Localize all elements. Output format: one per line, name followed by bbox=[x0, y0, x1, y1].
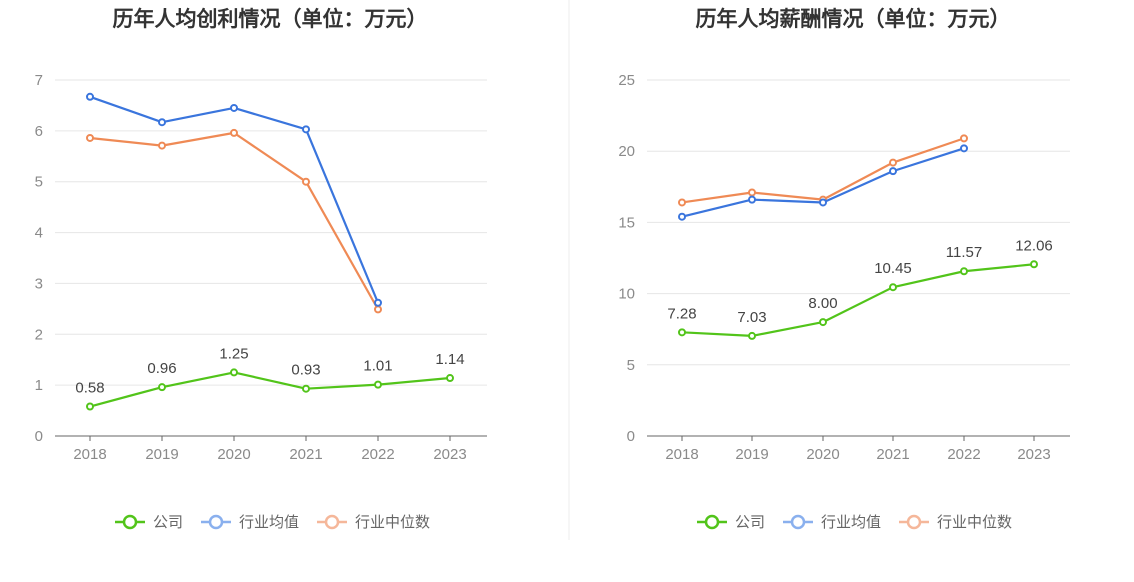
x-tick-label: 2019 bbox=[735, 446, 768, 463]
data-point[interactable] bbox=[302, 177, 310, 186]
data-label: 8.00 bbox=[808, 295, 837, 312]
data-label: 7.28 bbox=[667, 305, 696, 322]
data-point[interactable] bbox=[678, 198, 686, 207]
x-tick-label: 2022 bbox=[361, 446, 394, 463]
x-tick-label: 2018 bbox=[73, 446, 106, 463]
data-point[interactable] bbox=[158, 141, 166, 150]
legend-label: 公司 bbox=[153, 514, 183, 531]
x-tick-label: 2022 bbox=[947, 446, 980, 463]
data-label: 0.58 bbox=[75, 380, 104, 397]
x-tick-label: 2021 bbox=[876, 446, 909, 463]
y-tick-label: 5 bbox=[35, 174, 43, 191]
x-tick-label: 2020 bbox=[806, 446, 839, 463]
data-point[interactable] bbox=[748, 331, 756, 340]
legend-item-1[interactable]: 公司 bbox=[115, 514, 183, 531]
y-tick-label: 0 bbox=[627, 428, 635, 445]
legend-label: 行业中位数 bbox=[355, 514, 430, 531]
data-point[interactable] bbox=[158, 118, 166, 127]
y-tick-label: 25 bbox=[618, 72, 635, 89]
y-tick-label: 0 bbox=[35, 428, 43, 445]
chart-title: 历年人均创利情况（单位：万元） bbox=[113, 7, 428, 31]
data-point[interactable] bbox=[889, 283, 897, 292]
data-point[interactable] bbox=[86, 92, 94, 101]
legend-item-2[interactable]: 行业均值 bbox=[783, 514, 881, 531]
y-tick-label: 15 bbox=[618, 214, 635, 231]
series-line-1 bbox=[89, 371, 451, 408]
data-label: 10.45 bbox=[874, 260, 912, 277]
data-point[interactable] bbox=[960, 134, 968, 143]
data-label: 7.03 bbox=[737, 309, 766, 326]
legend-marker-icon bbox=[122, 514, 138, 530]
data-label: 12.06 bbox=[1015, 237, 1053, 254]
x-tick-label: 2021 bbox=[289, 446, 322, 463]
legend-marker-icon bbox=[906, 514, 922, 530]
y-tick-label: 2 bbox=[35, 326, 43, 343]
series-line-2 bbox=[89, 95, 380, 304]
y-tick-label: 3 bbox=[35, 275, 43, 292]
legend-marker-icon bbox=[324, 514, 340, 530]
data-point[interactable] bbox=[960, 267, 968, 276]
x-tick-label: 2018 bbox=[665, 446, 698, 463]
data-point[interactable] bbox=[678, 328, 686, 337]
data-point[interactable] bbox=[889, 167, 897, 176]
y-tick-label: 10 bbox=[618, 286, 635, 303]
data-point[interactable] bbox=[158, 383, 166, 392]
data-point[interactable] bbox=[1030, 260, 1038, 269]
data-label: 1.14 bbox=[435, 351, 464, 368]
chart-title: 历年人均薪酬情况（单位：万元） bbox=[696, 7, 1011, 31]
data-point[interactable] bbox=[230, 103, 238, 112]
y-tick-label: 1 bbox=[35, 377, 43, 394]
data-point[interactable] bbox=[302, 125, 310, 134]
legend-item-2[interactable]: 行业均值 bbox=[201, 514, 299, 531]
x-tick-label: 2020 bbox=[217, 446, 250, 463]
legend-item-1[interactable]: 公司 bbox=[697, 514, 765, 531]
data-point[interactable] bbox=[819, 318, 827, 327]
x-tick-label: 2023 bbox=[1017, 446, 1050, 463]
legend-label: 公司 bbox=[735, 514, 765, 531]
data-point[interactable] bbox=[374, 305, 382, 314]
data-point[interactable] bbox=[748, 188, 756, 197]
legend-marker-icon bbox=[704, 514, 720, 530]
legend-item-3[interactable]: 行业中位数 bbox=[317, 514, 430, 531]
y-tick-label: 20 bbox=[618, 143, 635, 160]
data-point[interactable] bbox=[748, 195, 756, 204]
x-tick-label: 2023 bbox=[433, 446, 466, 463]
series-line-1 bbox=[681, 263, 1035, 337]
series-line-3 bbox=[681, 137, 965, 204]
data-label: 11.57 bbox=[946, 244, 982, 261]
data-point[interactable] bbox=[446, 374, 454, 383]
series-line-3 bbox=[89, 131, 379, 310]
y-tick-label: 5 bbox=[627, 357, 635, 374]
data-point[interactable] bbox=[374, 298, 382, 307]
legend-marker-icon bbox=[208, 514, 224, 530]
data-point[interactable] bbox=[889, 158, 897, 167]
data-point[interactable] bbox=[230, 368, 238, 377]
y-tick-label: 4 bbox=[35, 225, 43, 242]
data-label: 0.96 bbox=[147, 360, 176, 377]
data-point[interactable] bbox=[86, 402, 94, 411]
legend-marker-icon bbox=[790, 514, 806, 530]
data-label: 1.01 bbox=[363, 358, 392, 375]
y-tick-label: 6 bbox=[35, 123, 43, 140]
legend-label: 行业中位数 bbox=[937, 514, 1012, 531]
data-label: 1.25 bbox=[219, 345, 248, 362]
data-point[interactable] bbox=[819, 198, 827, 207]
chart-2: 历年人均薪酬情况（单位：万元） 0 5 10 15 20 25 2018 2019 2020 202… bbox=[618, 7, 1070, 531]
data-label: 0.93 bbox=[291, 362, 320, 379]
y-tick-label: 7 bbox=[35, 72, 43, 89]
data-point[interactable] bbox=[678, 212, 686, 221]
x-tick-label: 2019 bbox=[145, 446, 178, 463]
legend-label: 行业均值 bbox=[239, 514, 299, 531]
data-point[interactable] bbox=[302, 384, 310, 393]
data-point[interactable] bbox=[374, 380, 382, 389]
data-point[interactable] bbox=[86, 133, 94, 142]
data-point[interactable] bbox=[960, 144, 968, 153]
chart-1: 历年人均创利情况（单位：万元） 0 1 2 3 4 5 6 7 2018 2019 2020 2021 2… bbox=[35, 7, 487, 531]
legend-label: 行业均值 bbox=[821, 514, 881, 531]
data-point[interactable] bbox=[230, 128, 238, 137]
legend-item-3[interactable]: 行业中位数 bbox=[899, 514, 1012, 531]
